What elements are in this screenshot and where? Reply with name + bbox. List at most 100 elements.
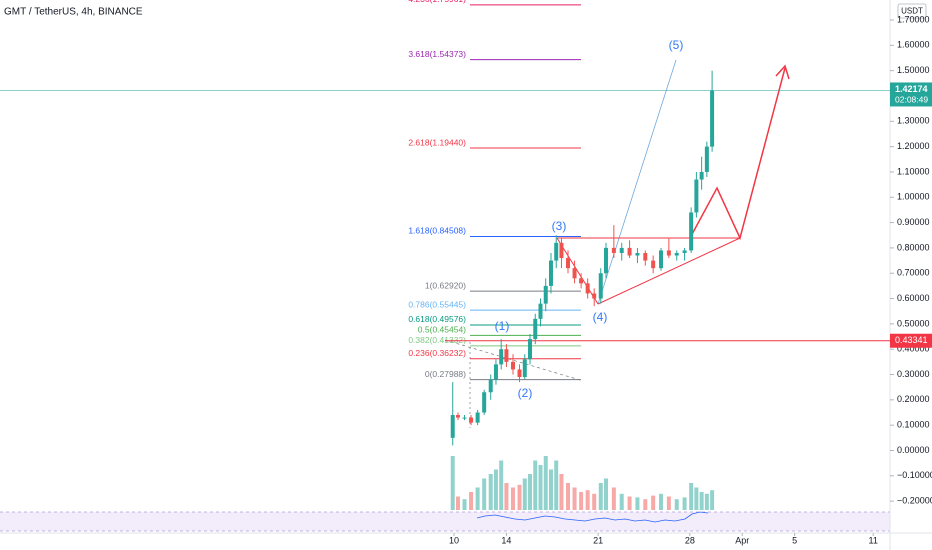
- currency[interactable]: USDT: [901, 7, 923, 16]
- candle-body: [450, 415, 455, 438]
- y-tick-label: 1.00000: [897, 192, 930, 202]
- x-tick-label: 14: [501, 535, 511, 545]
- volume-bar: [699, 492, 704, 510]
- x-tick-label: 5: [792, 535, 797, 545]
- candle-body: [619, 247, 624, 253]
- volume-bar: [538, 465, 543, 510]
- wave-label: (2): [518, 386, 533, 400]
- forecast-arrowhead: [775, 64, 790, 80]
- y-tick-label: 0.00000: [897, 445, 930, 455]
- support-price-box: [890, 333, 932, 348]
- candle-body: [533, 318, 538, 340]
- x-tick-label: 21: [593, 535, 603, 545]
- fib-label: 3.618(1.54373): [408, 49, 466, 59]
- candle-body: [699, 171, 704, 180]
- candle-body: [704, 146, 709, 172]
- candle-body: [659, 250, 664, 269]
- candle-body: [603, 247, 608, 274]
- fib-label: 1(0.62920): [425, 280, 466, 290]
- y-tick-label: −0.20000: [897, 496, 932, 506]
- candle-body: [548, 260, 553, 286]
- volume-bar: [482, 478, 487, 510]
- volume-bar: [499, 460, 504, 510]
- candle-body: [559, 242, 564, 259]
- volume-bar: [603, 478, 608, 510]
- rsi-line: [476, 511, 709, 523]
- symbol-title: GMT / TetherUS, 4h, BINANCE: [4, 7, 143, 18]
- currency-box[interactable]: [897, 3, 927, 19]
- candle-body: [488, 379, 493, 393]
- volume-bar: [694, 487, 699, 510]
- fib-label: 0.618(0.49576): [408, 314, 466, 324]
- x-tick-label: Apr: [735, 535, 749, 545]
- volume-bar: [522, 478, 527, 510]
- y-tick-label: 1.20000: [897, 141, 930, 151]
- volume-bar: [611, 487, 616, 510]
- support-price-label: 0.43341: [895, 335, 928, 345]
- candle-body: [475, 412, 480, 423]
- x-tick-label: 10: [449, 535, 459, 545]
- candle-body: [462, 417, 467, 419]
- y-tick-label: 0.30000: [897, 369, 930, 379]
- candle-body: [643, 252, 648, 261]
- fib-label: 4.236(1.75961): [408, 0, 466, 4]
- candle-body: [528, 339, 533, 360]
- candle-body: [455, 415, 460, 418]
- volume-bar: [674, 499, 679, 510]
- volume-bar: [643, 499, 648, 510]
- candle-body: [674, 252, 679, 256]
- volume-bar: [585, 490, 590, 510]
- volume-bar: [488, 474, 493, 510]
- volume-bar: [475, 487, 480, 510]
- volume-bar: [572, 487, 577, 510]
- y-tick-label: 0.10000: [897, 420, 930, 430]
- volume-bar: [659, 493, 664, 510]
- countdown: 02:08:49: [895, 95, 928, 105]
- candle-body: [572, 268, 577, 279]
- candle-body: [651, 260, 656, 269]
- x-tick-label: 28: [685, 535, 695, 545]
- y-tick-label: 0.90000: [897, 217, 930, 227]
- volume-bar: [504, 483, 509, 510]
- triangle-bottom: [597, 237, 741, 305]
- volume-bar: [450, 456, 455, 510]
- wave-projection: [597, 59, 677, 305]
- x-tick-label: 11: [869, 535, 878, 545]
- volume-bar: [627, 496, 632, 510]
- fib-label: 0(0.27988): [425, 369, 466, 379]
- candle-body: [522, 359, 527, 378]
- volume-bar: [682, 497, 687, 510]
- fib-label: 2.618(1.19440): [408, 137, 466, 147]
- y-tick-label: 1.30000: [897, 116, 930, 126]
- y-tick-label: 1.60000: [897, 40, 930, 50]
- candle-body: [592, 293, 597, 299]
- volume-bar: [493, 469, 498, 510]
- y-tick-label: 0.40000: [897, 344, 930, 354]
- candle-body: [566, 258, 571, 269]
- candle-body: [598, 273, 603, 299]
- candle-body: [469, 417, 474, 423]
- volume-bar: [710, 490, 715, 510]
- volume-bar: [689, 483, 694, 510]
- volume-bar: [533, 460, 538, 510]
- volume-bar: [455, 496, 460, 510]
- fib-label: 0.786(0.55445): [408, 299, 466, 309]
- candle-body: [510, 361, 515, 370]
- volume-bar: [704, 493, 709, 510]
- candle-body: [710, 90, 715, 147]
- volume-bar: [469, 492, 474, 510]
- y-tick-label: 0.20000: [897, 394, 930, 404]
- volume-bar: [619, 493, 624, 510]
- volume-bar: [635, 497, 640, 510]
- fib-label: 1.618(0.84508): [408, 226, 466, 236]
- volume-bar: [566, 483, 571, 510]
- volume-bar: [559, 474, 564, 510]
- volume-bar: [651, 495, 656, 510]
- candle-body: [635, 252, 640, 256]
- wave-label: (1): [495, 319, 510, 333]
- candle-body: [585, 283, 590, 294]
- wave-label: (5): [669, 38, 684, 52]
- candle-body: [482, 392, 487, 413]
